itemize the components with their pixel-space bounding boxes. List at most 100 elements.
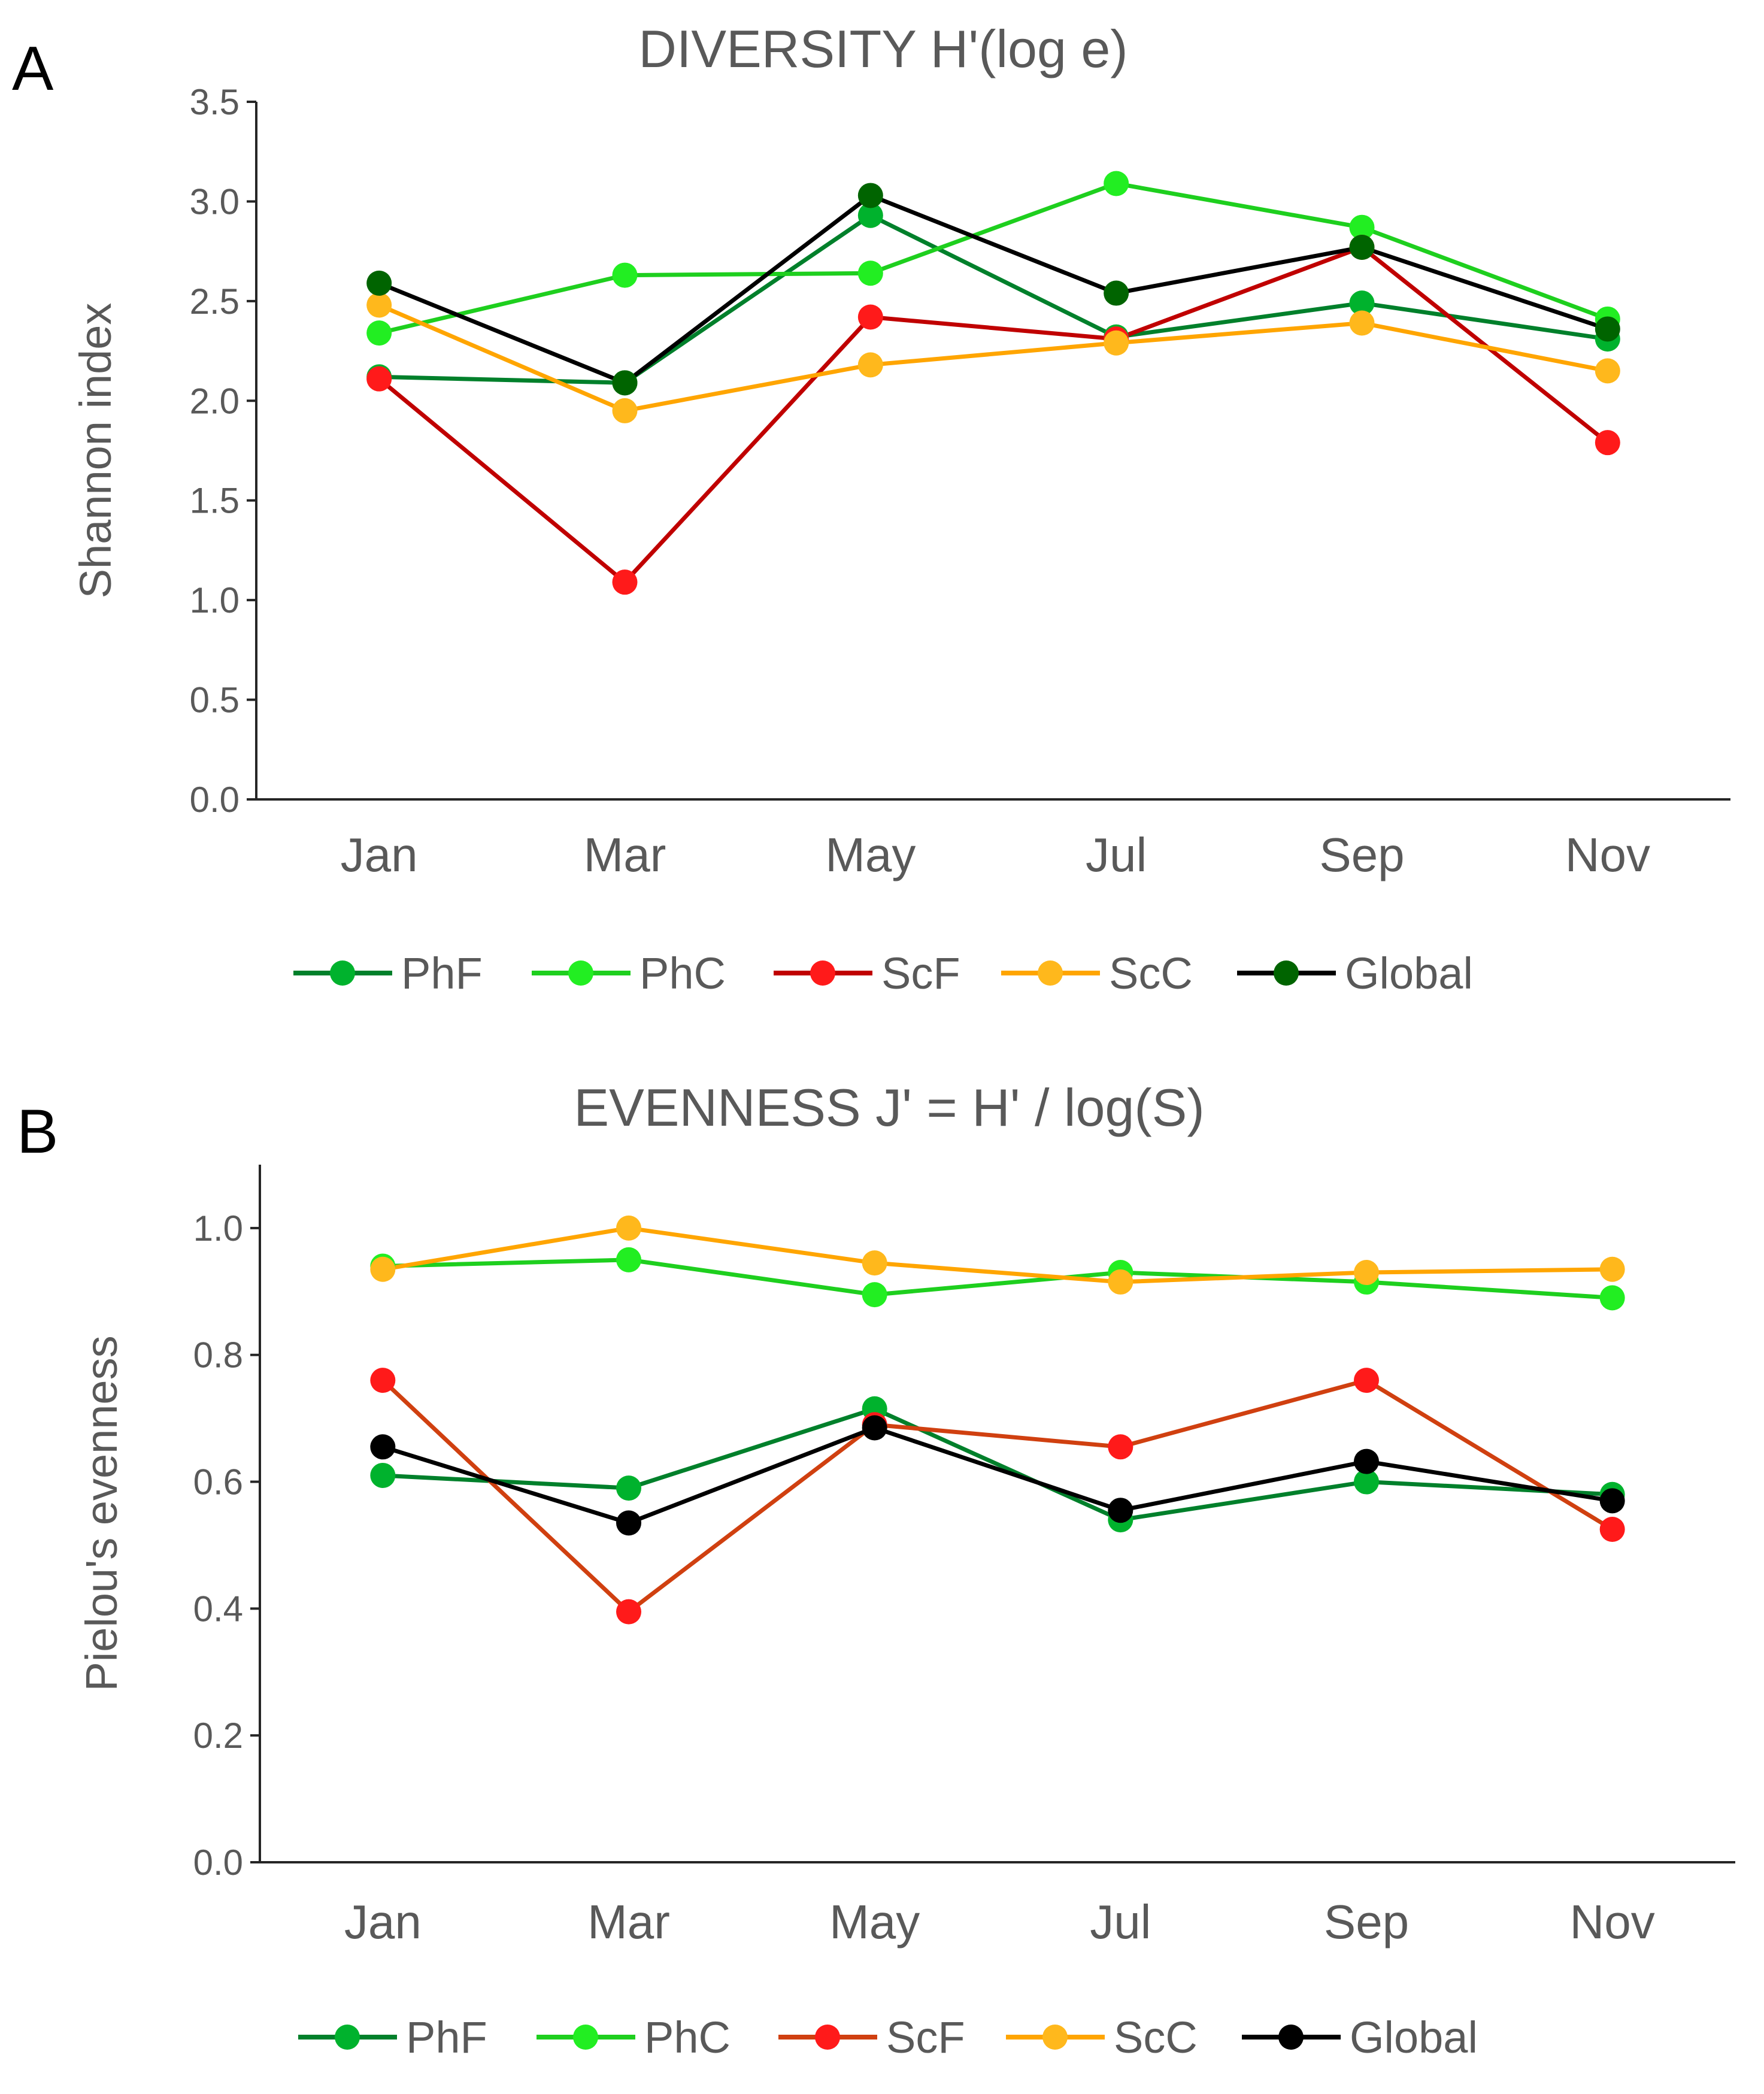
- data-point-phf: [1354, 1469, 1379, 1495]
- data-point-phf: [370, 1462, 396, 1488]
- data-point-scf: [370, 1368, 396, 1393]
- data-point-scc: [616, 1215, 641, 1241]
- y-tick-label: 2.0: [190, 381, 240, 421]
- data-point-global: [1104, 280, 1129, 306]
- x-tick-label: Sep: [1319, 828, 1404, 881]
- y-tick-label: 0.5: [190, 680, 240, 720]
- data-point-global: [857, 183, 883, 208]
- data-point-scf: [1354, 1368, 1379, 1393]
- data-point-global: [366, 270, 392, 296]
- y-axis-label: Pielou's evenness: [77, 1335, 126, 1691]
- data-point-scf: [612, 569, 638, 595]
- legend-label: PhC: [644, 2013, 731, 2062]
- data-point-phc: [1104, 171, 1129, 196]
- y-tick-label: 0.6: [193, 1462, 243, 1502]
- legend-marker: [568, 960, 593, 986]
- data-point-global: [1354, 1448, 1379, 1474]
- legend-label: ScC: [1114, 2013, 1198, 2062]
- series-line-scc: [382, 1226, 1613, 1284]
- series-line-phf: [383, 1407, 1613, 1522]
- legend-marker: [1038, 960, 1063, 986]
- x-tick-label: Mar: [587, 1895, 670, 1948]
- data-point-global: [1599, 1488, 1625, 1514]
- data-point-scf: [1599, 1516, 1625, 1542]
- data-point-scc: [1349, 310, 1375, 336]
- data-point-phf: [857, 202, 883, 228]
- x-tick-label: Sep: [1324, 1895, 1409, 1948]
- x-tick-label: Jul: [1090, 1895, 1151, 1948]
- legend-item-phc: PhC: [532, 948, 726, 998]
- data-point-phc: [857, 260, 883, 286]
- legend-item-scf: ScF: [774, 948, 960, 998]
- legend-label: PhC: [639, 948, 726, 998]
- legend-item-phc: PhC: [537, 2013, 731, 2062]
- legend-marker: [815, 2025, 840, 2050]
- chart-title: EVENNESS J' = H' / log(S): [574, 1078, 1204, 1137]
- data-point-scc: [862, 1250, 887, 1276]
- y-tick-label: 1.0: [193, 1208, 243, 1248]
- legend-marker: [335, 2025, 360, 2050]
- series-line-global: [378, 193, 1608, 385]
- series-line-phc: [378, 181, 1609, 335]
- legend-label: ScF: [886, 2013, 965, 2062]
- data-point-global: [1108, 1498, 1133, 1523]
- panel-b: B EVENNESS J' = H' / log(S) Pielou's evenn…: [17, 1078, 1735, 2062]
- data-point-phf: [1349, 290, 1375, 316]
- data-point-scf: [366, 366, 392, 392]
- data-point-phc: [366, 320, 392, 346]
- legend-marker: [1278, 2025, 1304, 2050]
- y-tick-label: 0.4: [193, 1589, 243, 1629]
- data-point-phc: [1349, 214, 1375, 240]
- y-tick-label: 0.8: [193, 1335, 243, 1375]
- data-point-phc: [1599, 1285, 1625, 1311]
- data-point-scf: [857, 304, 883, 330]
- x-tick-label: Mar: [584, 828, 666, 881]
- data-point-scc: [1354, 1260, 1379, 1286]
- y-tick-label: 1.5: [190, 481, 240, 521]
- legend-marker: [330, 960, 355, 986]
- series-line-scf: [381, 1378, 1614, 1614]
- data-point-global: [612, 370, 638, 396]
- legend-label: PhF: [406, 2013, 487, 2062]
- data-point-phc: [862, 1282, 887, 1308]
- y-tick-label: 0.0: [190, 780, 240, 820]
- data-point-global: [862, 1415, 887, 1441]
- legend-item-phf: PhF: [293, 948, 483, 998]
- x-tick-label: May: [825, 828, 916, 881]
- legend-marker: [1042, 2025, 1068, 2050]
- legend-label: Global: [1350, 2013, 1478, 2062]
- legend-item-scc: ScC: [1001, 948, 1193, 998]
- y-axis-label: Shannon index: [71, 303, 120, 599]
- x-tick-label: Jul: [1086, 828, 1147, 881]
- series-line-global: [382, 1426, 1613, 1525]
- y-tick-label: 1.0: [190, 580, 240, 620]
- data-point-global: [1349, 234, 1375, 260]
- y-tick-label: 0.2: [193, 1716, 243, 1756]
- legend-marker: [1274, 960, 1299, 986]
- x-tick-label: Jan: [344, 1895, 422, 1948]
- data-point-scc: [857, 352, 883, 378]
- series-line-scf: [377, 245, 1610, 584]
- legend-item-global: Global: [1237, 948, 1473, 998]
- y-tick-label: 0.0: [193, 1843, 243, 1883]
- chart-title: DIVERSITY H'(log e): [638, 19, 1127, 78]
- series-line-phf: [379, 213, 1608, 385]
- legend-label: ScC: [1109, 948, 1193, 998]
- data-point-scc: [1599, 1256, 1625, 1282]
- legend-marker: [810, 960, 835, 986]
- legend-item-scc: ScC: [1006, 2013, 1198, 2062]
- series-line-scc: [378, 303, 1608, 413]
- data-point-scf: [1595, 430, 1620, 456]
- y-tick-label: 3.5: [190, 82, 240, 122]
- y-tick-label: 2.5: [190, 281, 240, 322]
- legend-label: ScF: [881, 948, 960, 998]
- data-point-phc: [616, 1247, 641, 1272]
- data-point-scc: [612, 398, 638, 423]
- x-tick-label: Jan: [341, 828, 418, 881]
- data-point-scc: [1108, 1269, 1133, 1295]
- data-point-scc: [366, 292, 392, 318]
- legend-item-phf: PhF: [298, 2013, 487, 2062]
- panel-letter: A: [12, 34, 54, 104]
